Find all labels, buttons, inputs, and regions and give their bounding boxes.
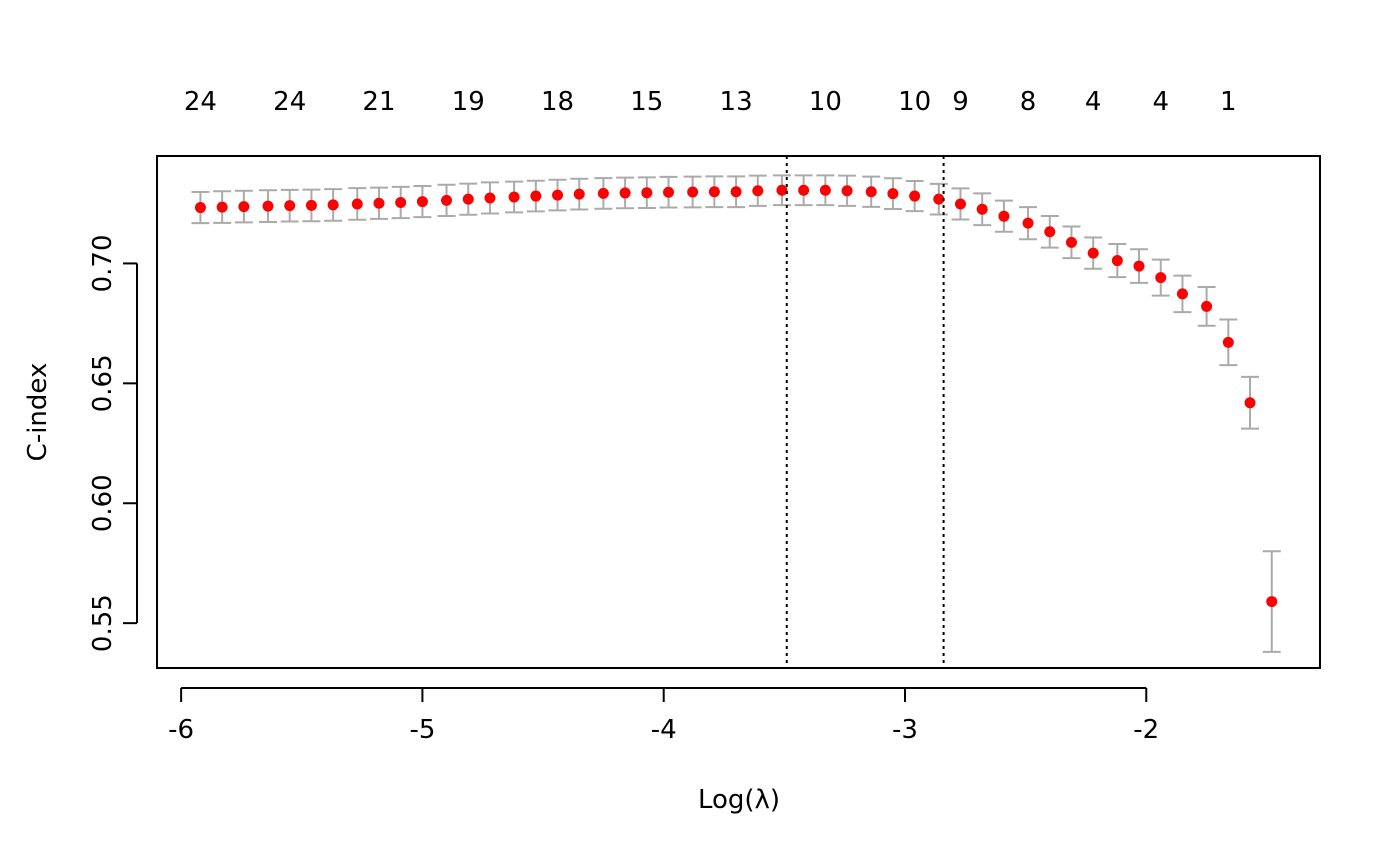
top-tick-label: 1 xyxy=(1220,87,1237,117)
top-tick-label: 8 xyxy=(1020,87,1037,117)
x-axis-title: Log(λ) xyxy=(698,785,780,815)
top-tick-label: 9 xyxy=(952,87,969,117)
data-point xyxy=(841,185,853,197)
x-tick-label: -4 xyxy=(651,715,677,745)
y-tick-label: 0.55 xyxy=(88,594,118,652)
x-tick-label: -6 xyxy=(168,715,194,745)
data-point xyxy=(730,186,742,198)
data-point xyxy=(1266,596,1278,608)
data-points xyxy=(194,184,1278,608)
x-tick-label: -3 xyxy=(892,715,918,745)
data-point xyxy=(998,210,1010,222)
top-tick-label: 4 xyxy=(1152,87,1169,117)
data-point xyxy=(1111,255,1123,267)
top-tick-label: 18 xyxy=(541,87,574,117)
reference-lines xyxy=(785,156,945,668)
data-point xyxy=(1176,288,1188,300)
data-point xyxy=(441,194,453,206)
data-point xyxy=(819,184,831,196)
data-point xyxy=(1044,226,1056,238)
y-tick-label: 0.60 xyxy=(88,474,118,532)
data-point xyxy=(1201,300,1213,312)
error-bars xyxy=(191,174,1281,653)
data-point xyxy=(619,187,631,199)
plot-frame xyxy=(156,155,1321,669)
x-axis: -6 -5 -4 -3 -2 xyxy=(168,687,1159,745)
data-point xyxy=(663,186,675,198)
data-point xyxy=(305,199,317,211)
data-point xyxy=(462,193,474,205)
data-point xyxy=(416,196,428,208)
data-point xyxy=(909,190,921,202)
data-point xyxy=(708,186,720,198)
data-point xyxy=(238,201,250,213)
data-point xyxy=(194,202,206,214)
data-point xyxy=(573,188,585,200)
data-point xyxy=(1065,236,1077,248)
data-point xyxy=(508,191,520,203)
data-point xyxy=(552,189,564,201)
top-tick-label: 4 xyxy=(1085,87,1102,117)
data-point xyxy=(641,187,653,199)
data-point xyxy=(373,197,385,209)
data-point xyxy=(976,203,988,215)
data-point xyxy=(284,200,296,212)
plot-area xyxy=(156,155,1321,669)
data-point xyxy=(752,185,764,197)
data-point xyxy=(1155,272,1167,284)
data-point xyxy=(776,184,788,196)
data-point xyxy=(327,199,339,211)
top-tick-label: 24 xyxy=(184,87,217,117)
data-point xyxy=(351,198,363,210)
data-point xyxy=(216,201,228,213)
data-point xyxy=(954,198,966,210)
data-point xyxy=(798,184,810,196)
x-tick-label: -5 xyxy=(409,715,435,745)
data-point xyxy=(1087,247,1099,259)
y-tick-label: 0.70 xyxy=(88,234,118,292)
top-tick-label: 15 xyxy=(630,87,663,117)
top-tick-label: 13 xyxy=(720,87,753,117)
data-point xyxy=(887,188,899,200)
top-tick-label: 21 xyxy=(362,87,395,117)
top-tick-label: 10 xyxy=(809,87,842,117)
y-tick-label: 0.65 xyxy=(88,354,118,412)
data-point xyxy=(865,186,877,198)
data-point xyxy=(395,197,407,209)
data-point xyxy=(1022,217,1034,229)
data-point xyxy=(1222,336,1234,348)
y-axis-title: C-index xyxy=(23,363,53,462)
data-point xyxy=(933,193,945,205)
top-tick-label: 10 xyxy=(898,87,931,117)
top-tick-label: 19 xyxy=(452,87,485,117)
data-point xyxy=(530,190,542,202)
x-tick-label: -2 xyxy=(1133,715,1159,745)
top-axis-variable-counts: 24 24 21 19 18 15 13 10 10 9 8 4 4 1 xyxy=(184,87,1237,117)
top-tick-label: 24 xyxy=(273,87,306,117)
data-point xyxy=(1244,397,1256,409)
y-axis: 0.55 0.60 0.65 0.70 xyxy=(88,234,138,652)
data-point xyxy=(262,200,274,212)
data-point xyxy=(687,186,699,198)
data-point xyxy=(484,192,496,204)
data-point xyxy=(1133,260,1145,272)
data-point xyxy=(597,187,609,199)
